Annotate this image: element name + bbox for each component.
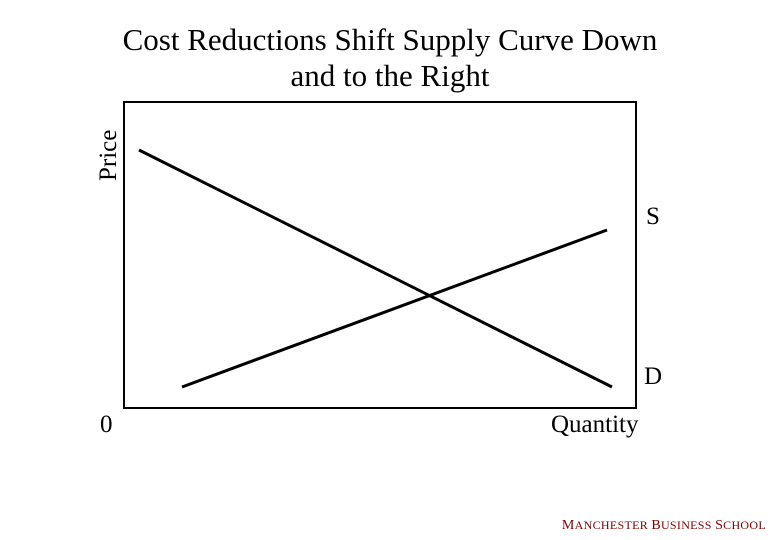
footer-attribution: MANCHESTER BUSINESS SCHOOL — [562, 518, 766, 534]
x-axis-label: Quantity — [551, 411, 639, 439]
title-line2: and to the Right — [291, 58, 490, 93]
supply-demand-chart: Price S D 0 Quantity — [0, 93, 780, 523]
footer-cap-b: B — [651, 518, 661, 533]
footer-text-2: USINESS — [661, 518, 715, 532]
demand-line — [139, 150, 612, 387]
footer-cap-s: S — [715, 518, 723, 533]
footer-cap-m: M — [562, 518, 575, 533]
title-line1: Cost Reductions Shift Supply Curve Down — [123, 22, 658, 57]
supply-line — [182, 230, 607, 387]
footer-text-3: CHOOL — [723, 518, 766, 532]
demand-label: D — [644, 363, 662, 391]
supply-label: S — [646, 203, 660, 231]
footer-text-1: ANCHESTER — [575, 518, 652, 532]
plot-area — [123, 101, 637, 409]
y-axis-label: Price — [95, 130, 123, 181]
page-title: Cost Reductions Shift Supply Curve Down … — [0, 0, 780, 93]
origin-label: 0 — [100, 411, 113, 439]
